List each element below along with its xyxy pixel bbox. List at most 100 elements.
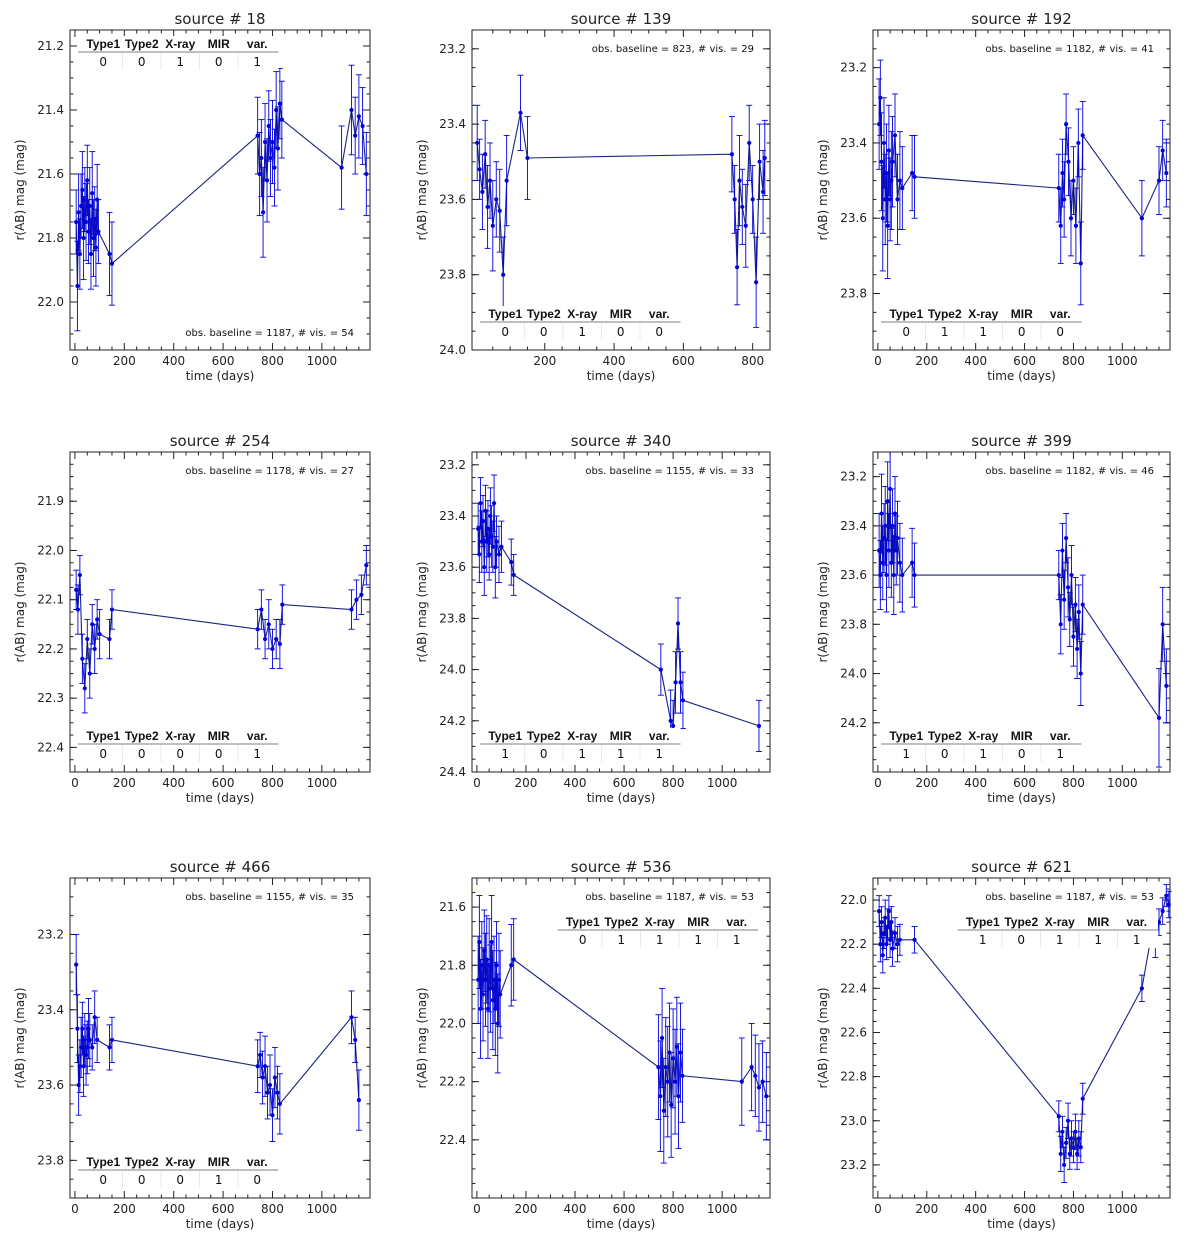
data-point — [1062, 1162, 1067, 1167]
table-background — [557, 914, 758, 948]
data-point — [910, 170, 915, 176]
y-axis-label: r(AB) mag (mag) — [13, 987, 27, 1088]
data-point — [499, 544, 504, 549]
plot-frame — [69, 877, 371, 1199]
data-point — [1069, 572, 1074, 578]
data-point — [900, 186, 905, 191]
table-flag-value: 1 — [1056, 933, 1064, 947]
data-point — [912, 174, 917, 179]
table-flag-value: 0 — [617, 325, 625, 339]
table-column-header: Type1 — [889, 729, 923, 743]
x-axis-label: time (days) — [987, 1217, 1056, 1231]
x-tick-label: 800 — [261, 354, 284, 368]
data-point — [90, 1045, 95, 1050]
x-tick-label: 0 — [71, 776, 79, 790]
data-point — [275, 146, 281, 151]
light-curve-line — [75, 964, 360, 1116]
data-point — [756, 1085, 762, 1090]
table-column-header: var. — [1126, 915, 1147, 929]
data-point — [1076, 140, 1081, 146]
data-point — [494, 539, 499, 544]
table-column-header: MIR — [610, 307, 632, 321]
table-flag-value: 1 — [253, 747, 261, 761]
table-background — [881, 306, 1082, 340]
table-column-header: Type2 — [125, 37, 159, 51]
data-point — [895, 942, 900, 947]
y-tick-label: 22.6 — [840, 1025, 867, 1039]
table-column-header: var. — [1050, 729, 1071, 743]
data-point — [750, 197, 755, 202]
x-axis-label: time (days) — [186, 369, 255, 383]
data-point — [349, 107, 354, 113]
y-tick-label: 21.6 — [37, 167, 64, 181]
chart-title: source # 192 — [971, 10, 1072, 28]
data-point — [487, 552, 492, 557]
data-point — [525, 155, 530, 161]
data-point — [1071, 178, 1076, 183]
data-point — [734, 265, 740, 270]
data-point — [760, 1079, 765, 1084]
data-point — [1160, 622, 1165, 627]
data-point — [359, 592, 364, 597]
y-tick-label: 24.0 — [439, 663, 466, 677]
data-point — [270, 1113, 275, 1118]
lightcurve-panel-source-139: source # 139 200 400 600 800 23.2 23.4 23.6 23.8… — [415, 10, 771, 383]
table-column-header: MIR — [208, 37, 230, 51]
data-point — [268, 155, 273, 161]
data-point — [339, 165, 344, 170]
data-point — [897, 560, 902, 565]
data-point — [518, 110, 523, 115]
x-tick-label: 200 — [515, 1202, 538, 1216]
data-point — [747, 140, 752, 146]
data-point — [1080, 602, 1085, 607]
data-point — [912, 572, 917, 578]
data-point — [255, 627, 260, 632]
y-tick-label: 22.0 — [37, 295, 64, 309]
data-point — [678, 680, 683, 685]
y-tick-label: 22.0 — [840, 893, 867, 907]
data-point — [743, 223, 748, 228]
data-point — [1067, 617, 1072, 622]
x-tick-label: 400 — [964, 1202, 987, 1216]
table-column-header: Type2 — [1004, 915, 1038, 929]
x-axis-label: time (days) — [186, 791, 255, 805]
table-column-header: X-ray — [567, 307, 597, 321]
data-point — [489, 939, 494, 945]
y-tick-label: 21.9 — [37, 494, 64, 508]
classification-table: Type1 0 Type2 0 X-ray 0 MIR 1 var. 0 — [78, 1154, 279, 1188]
y-tick-label: 21.4 — [37, 103, 64, 117]
x-tick-label: 1000 — [307, 776, 338, 790]
data-point — [658, 1094, 663, 1099]
table-column-header: X-ray — [645, 915, 675, 929]
x-tick-label: 200 — [915, 776, 938, 790]
data-point — [671, 723, 676, 729]
y-tick-label: 23.4 — [439, 117, 466, 131]
data-point — [480, 519, 486, 524]
data-point — [490, 544, 495, 549]
x-axis-label: time (days) — [987, 369, 1056, 383]
table-flag-value: 0 — [540, 325, 548, 339]
data-point — [889, 920, 894, 925]
x-tick-label: 800 — [1062, 776, 1085, 790]
table-column-header: MIR — [208, 1155, 230, 1169]
data-point — [109, 261, 115, 266]
data-point — [885, 223, 890, 228]
y-tick-label: 23.4 — [439, 509, 466, 523]
table-column-header: Type1 — [566, 915, 600, 929]
x-tick-label: 600 — [1013, 1202, 1036, 1216]
data-point — [880, 953, 885, 958]
data-point — [877, 909, 882, 914]
data-point — [257, 171, 262, 177]
data-point — [669, 1102, 674, 1108]
data-point — [1058, 1151, 1063, 1156]
y-tick-label: 23.6 — [439, 192, 466, 206]
data-point — [478, 501, 483, 506]
lightcurve-panel-source-621: source # 621 0 200 400 600 800 1000 22.0 22.2 22.… — [816, 858, 1172, 1231]
data-point — [95, 1037, 100, 1042]
x-axis-label: time (days) — [587, 791, 656, 805]
data-point — [511, 957, 516, 962]
data-point — [364, 563, 369, 568]
data-point — [258, 1052, 263, 1058]
data-point — [879, 159, 884, 164]
x-tick-label: 800 — [1062, 354, 1085, 368]
